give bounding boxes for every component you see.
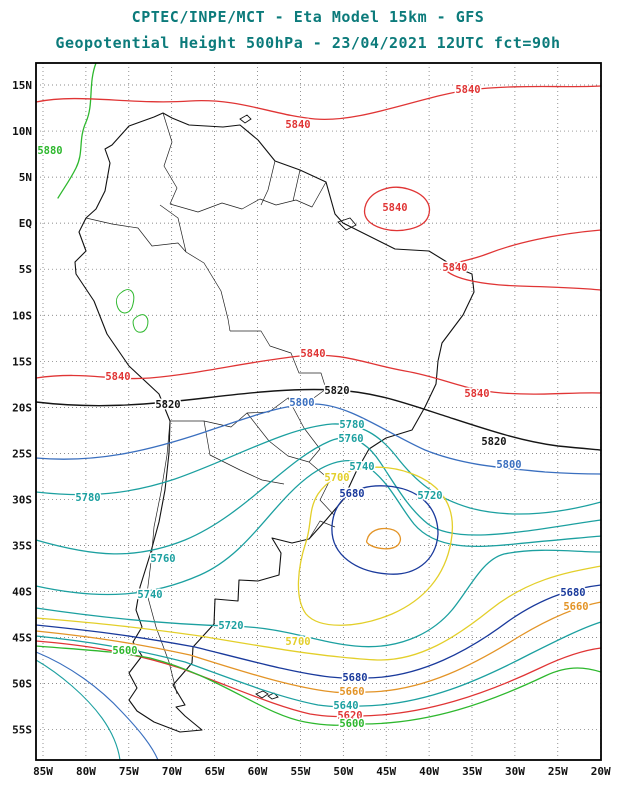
contour-5820: [35, 388, 602, 451]
contour-5760: [35, 437, 602, 555]
contour-5700: [297, 466, 453, 626]
x-tick-label: 25W: [548, 765, 568, 778]
y-tick-label: 15S: [12, 355, 32, 368]
contour-5840: [35, 354, 602, 395]
contour-label-5760: 5760: [150, 553, 175, 565]
title-line-2: Geopotential Height 500hPa - 23/04/2021 …: [55, 34, 560, 52]
contour-label-5680: 5680: [342, 672, 367, 684]
contour-label-5600: 5600: [339, 718, 364, 730]
x-tick-label: 75W: [119, 765, 139, 778]
contour-label-5800: 5800: [289, 397, 314, 409]
y-tick-label: 25S: [12, 447, 32, 460]
x-tick-label: 80W: [76, 765, 96, 778]
contour-label-5840: 5840: [442, 262, 467, 274]
y-tick-label: 30S: [12, 493, 32, 506]
contour-5880: [132, 314, 149, 333]
contour-label-5840: 5840: [105, 371, 130, 383]
map-frame: [35, 62, 602, 761]
y-tick-label: 45S: [12, 632, 32, 645]
x-tick-label: 40W: [419, 765, 439, 778]
contour-label-5840: 5840: [300, 348, 325, 360]
y-tick-label: 50S: [12, 678, 32, 691]
contour-5740: [35, 459, 602, 596]
contour-labels: 5880 5840 5840 5840 5840 5840 5840 5840 5820 5820…: [36, 83, 590, 732]
contour-label-5840: 5840: [285, 119, 310, 131]
contour-label-5780: 5780: [75, 492, 100, 504]
y-tick-label: 40S: [12, 586, 32, 599]
contour-label-5840: 5840: [382, 202, 407, 214]
x-tick-label: 65W: [205, 765, 225, 778]
x-tick-label: 35W: [462, 765, 482, 778]
x-tick-label: 45W: [376, 765, 396, 778]
contour-label-5640: 5640: [333, 700, 358, 712]
contour-5680: [35, 584, 602, 679]
contour-label-5700: 5700: [285, 636, 310, 648]
x-tick-label: 50W: [333, 765, 353, 778]
y-tick-label: 5N: [19, 171, 32, 184]
contour-5660: [365, 527, 401, 550]
basemap: [74, 112, 475, 733]
contour-label-5660: 5660: [563, 601, 588, 613]
contour-5840: [35, 85, 602, 121]
contour-label-5620: 5620: [337, 710, 362, 722]
y-tick-label: 35S: [12, 540, 32, 553]
title-line-1: CPTEC/INPE/MCT - Eta Model 15km - GFS: [132, 8, 485, 26]
contour-label-5600: 5600: [112, 645, 137, 657]
contour-5640: [35, 621, 602, 708]
y-tick-label: 10N: [12, 125, 32, 138]
contour-5840: [443, 229, 602, 291]
contour-label-5700: 5700: [324, 472, 349, 484]
contour-5560: [35, 659, 121, 761]
south-america-coastline: [74, 112, 475, 733]
contour-5580: [35, 651, 159, 761]
contour-label-5820: 5820: [155, 399, 180, 411]
y-tick-label: 10S: [12, 309, 32, 322]
contour-label-5740: 5740: [349, 461, 374, 473]
contour-label-5800: 5800: [496, 459, 521, 471]
contour-5700: [35, 565, 602, 661]
contour-5880: [115, 289, 135, 314]
x-tick-label: 60W: [248, 765, 268, 778]
x-tick-label: 85W: [33, 765, 53, 778]
contour-label-5740: 5740: [137, 589, 162, 601]
contour-5620: [35, 640, 602, 718]
contour-label-5720: 5720: [417, 490, 442, 502]
contour-label-5820: 5820: [324, 385, 349, 397]
contour-lines: [35, 62, 602, 761]
y-tick-label: 55S: [12, 724, 32, 737]
y-tick-label: EQ: [19, 217, 33, 230]
x-tick-label: 70W: [162, 765, 182, 778]
contour-5660: [35, 601, 602, 694]
contour-label-5820: 5820: [481, 436, 506, 448]
contour-5840: [363, 186, 431, 232]
axis-labels: 85W 80W 75W 70W 65W 60W 55W 50W 45W 40W 35W 30W 25W 2…: [12, 79, 611, 778]
contour-label-5720: 5720: [218, 620, 243, 632]
contour-label-5680: 5680: [339, 488, 364, 500]
contour-5780: [35, 423, 602, 515]
contour-label-5760: 5760: [338, 433, 363, 445]
contour-label-5840: 5840: [464, 388, 489, 400]
y-tick-label: 20S: [12, 401, 32, 414]
islands: [239, 114, 357, 700]
contour-5680: [331, 485, 439, 575]
contour-5720: [35, 549, 602, 648]
x-tick-label: 30W: [505, 765, 525, 778]
y-tick-label: 5S: [19, 263, 32, 276]
contour-5600: [35, 645, 602, 726]
y-tick-label: 15N: [12, 79, 32, 92]
x-tick-label: 55W: [290, 765, 310, 778]
contour-5800: [35, 403, 602, 475]
country-borders: [85, 112, 336, 695]
contour-label-5880: 5880: [37, 145, 62, 157]
contour-label-5680: 5680: [560, 587, 585, 599]
contour-label-5780: 5780: [339, 419, 364, 431]
contour-label-5840: 5840: [455, 84, 480, 96]
contour-label-5660: 5660: [339, 686, 364, 698]
contour-5880: [57, 62, 97, 199]
x-tick-label: 20W: [591, 765, 611, 778]
